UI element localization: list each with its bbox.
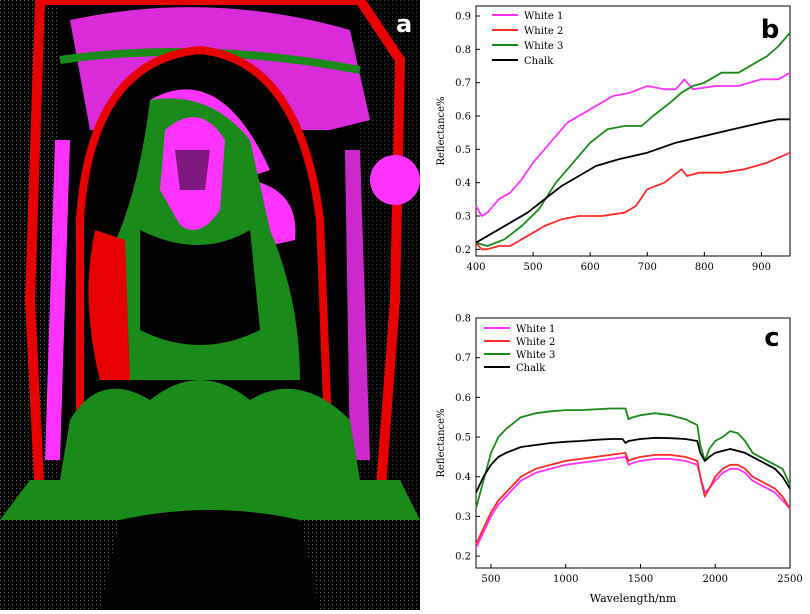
chart-b-plot-frame: [475, 5, 791, 257]
chart-c-legend-label: Chalk: [516, 363, 546, 374]
chart-c-series-white-2-line: [475, 452, 791, 545]
chart-c-x-tick-label: 1500: [628, 574, 653, 585]
chart-panel-c: 500 1000 1500 2000 2500 0.2 0.3 0.4 0.5 0.6 0.7 0.8…: [420, 300, 810, 610]
chart-b-series-white-1-line: [475, 71, 791, 217]
chart-b-legend-label: White 2: [524, 26, 563, 37]
chart-c-x-axis-label: Wavelength/nm: [590, 592, 677, 605]
chart-c-x-tick-label: 2500: [777, 574, 802, 585]
chart-b-y-tick-label: 0.2: [455, 245, 471, 256]
chart-b-legend-label: Chalk: [524, 56, 554, 67]
chart-c-x-tick-label: 500: [481, 574, 500, 585]
chart-panel-b: 400 500 600 700 800 900 0.2 0.3 0.4 0.5 0.6 0.7 0.8 0…: [420, 0, 810, 300]
chart-b-series-white-3-line: [475, 32, 791, 247]
chart-c-panel-label: c: [764, 323, 779, 353]
classification-image: a: [0, 0, 420, 610]
chart-b-x-tick-label: 800: [695, 262, 714, 273]
chart-c-legend-label: White 1: [516, 324, 555, 335]
classification-image-panel: a: [0, 0, 420, 610]
chart-b-x-tick-label: 400: [466, 262, 485, 273]
chart-b-x-tick-label: 700: [638, 262, 657, 273]
chart-b-panel-label: b: [761, 15, 780, 45]
chart-b-series-white-2-line: [475, 151, 791, 251]
chart-c-x-tick-label: 1000: [553, 574, 578, 585]
chart-b-y-tick-label: 0.6: [455, 112, 471, 123]
chart-b-y-tick-label: 0.7: [455, 78, 471, 89]
chart-b-legend-label: White 1: [524, 11, 563, 22]
panel-a-label: a: [396, 10, 412, 38]
chart-b-y-tick-label: 0.9: [455, 12, 471, 23]
chart-c-series-chalk-line: [475, 436, 791, 493]
chart-c-series-white-3-line: [475, 407, 791, 509]
chart-c-y-tick-label: 0.8: [455, 314, 471, 325]
chart-b-series-chalk-line: [475, 118, 790, 244]
chart-c-x-tick-label: 2000: [703, 574, 728, 585]
chart-b-y-axis-label: Reflectance%: [436, 96, 447, 165]
chart-b-x-tick-label: 500: [524, 262, 543, 273]
chart-c-y-tick-label: 0.2: [455, 552, 471, 563]
chart-b-y-tick-label: 0.8: [455, 45, 471, 56]
reflectance-chart-swir: 500 1000 1500 2000 2500 0.2 0.3 0.4 0.5 0.6 0.7 0.8…: [436, 314, 803, 606]
chart-c-legend-label: White 3: [516, 350, 555, 361]
chart-c-y-tick-label: 0.3: [455, 512, 471, 523]
chart-c-y-tick-label: 0.4: [455, 472, 471, 483]
chart-c-plot-frame: [475, 317, 791, 569]
chart-c-y-tick-label: 0.5: [455, 433, 471, 444]
chart-b-x-tick-label: 900: [752, 262, 771, 273]
chart-c-legend-label: White 2: [516, 337, 555, 348]
chart-b-x-tick-label: 600: [581, 262, 600, 273]
reflectance-chart-vnir: 400 500 600 700 800 900 0.2 0.3 0.4 0.5 0.6 0.7 0.8 0…: [436, 5, 791, 273]
chart-b-y-tick-label: 0.3: [455, 212, 471, 223]
chart-b-legend-label: White 3: [524, 41, 563, 52]
chart-c-y-tick-label: 0.7: [455, 353, 471, 364]
chart-c-series-white-1-line: [475, 456, 791, 549]
chart-c-y-axis-label: Reflectance%: [436, 408, 447, 477]
chart-b-y-tick-label: 0.4: [455, 178, 471, 189]
chart-b-y-tick-label: 0.5: [455, 145, 471, 156]
chart-c-y-tick-label: 0.6: [455, 393, 471, 404]
